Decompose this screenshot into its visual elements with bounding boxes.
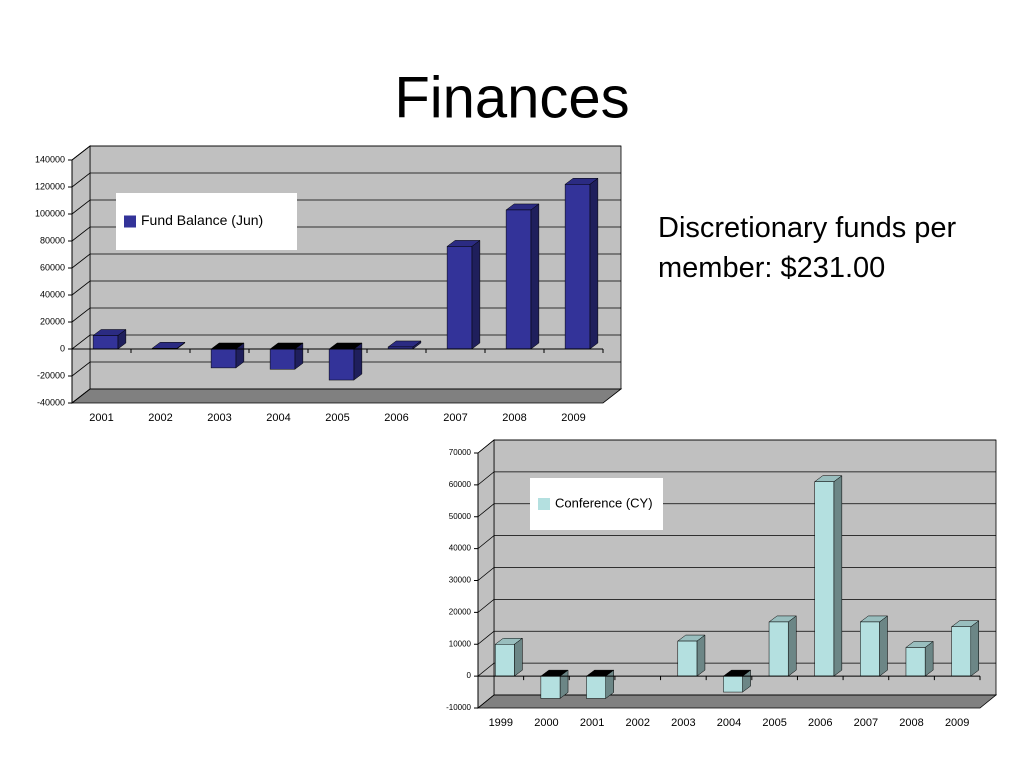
y-tick-label: 70000: [449, 448, 472, 457]
floor: [70, 388, 623, 404]
chart: -40000 -20000 0 20000 40000 60000 80000 100000 1…: [35, 145, 623, 424]
bar: [723, 675, 743, 693]
x-tick-label: 2004: [717, 717, 741, 729]
x-tick-label: 2002: [148, 412, 172, 424]
bar-side: [879, 615, 888, 677]
bar-side: [970, 620, 980, 677]
bar-side: [514, 637, 523, 677]
grid-line: [71, 226, 621, 242]
y-tick-label: 140000: [35, 154, 65, 164]
grid-line: [71, 388, 621, 404]
x-tick-label: 1999: [489, 717, 513, 729]
x-tick-label: 2005: [762, 717, 786, 729]
y-tick-label: 20000: [40, 316, 65, 326]
bar: [446, 246, 473, 350]
bar-side: [696, 634, 706, 677]
y-tick-label: 120000: [35, 181, 65, 191]
grid-line: [477, 694, 996, 709]
bar: [564, 184, 591, 350]
legend-box: [530, 478, 663, 530]
y-tick-label: 30000: [449, 576, 472, 585]
x-tick-label: 2007: [443, 412, 467, 424]
x-tick-label: 2002: [625, 717, 649, 729]
bar: [328, 348, 355, 381]
y-tick-label: -20000: [37, 370, 65, 380]
y-tick-label: 0: [467, 671, 472, 680]
bar-side: [530, 203, 540, 350]
x-tick-label: 2006: [384, 412, 408, 424]
grid-line: [477, 471, 996, 486]
x-tick-label: 2003: [207, 412, 231, 424]
y-tick-label: 40000: [449, 544, 472, 553]
grid-line: [71, 199, 621, 215]
x-tick-label: 2000: [534, 717, 558, 729]
x-tick-label: 2007: [854, 717, 878, 729]
y-tick-label: -10000: [446, 703, 471, 712]
bar: [540, 675, 561, 699]
chart: -10000 0 10000 20000 30000 40000 50000 60000 700…: [446, 439, 998, 729]
slide-title: Finances: [394, 65, 629, 130]
bar: [951, 626, 972, 677]
bar: [768, 621, 789, 677]
y-tick-label: 0: [60, 343, 65, 353]
grid-line: [71, 307, 621, 323]
x-tick-label: 2008: [899, 717, 923, 729]
x-tick-label: 2003: [671, 717, 695, 729]
legend-label: Conference (CY): [555, 495, 653, 510]
grid-line: [477, 439, 996, 454]
bar-side: [589, 177, 599, 350]
legend-box: [116, 193, 297, 250]
x-tick-label: 2001: [89, 412, 113, 424]
legend-label: Fund Balance (Jun): [141, 212, 263, 228]
legend-swatch: [124, 215, 136, 228]
y-tick-label: 100000: [35, 208, 65, 218]
bar: [92, 335, 119, 350]
y-tick-label: 50000: [449, 512, 472, 521]
y-tick-label: 40000: [40, 289, 65, 299]
x-tick-label: 2001: [580, 717, 604, 729]
bar: [860, 621, 880, 677]
x-tick-label: 2008: [502, 412, 526, 424]
bar: [494, 644, 515, 677]
bar: [586, 675, 606, 699]
grid-line: [71, 172, 621, 188]
bar-side: [833, 475, 843, 677]
x-tick-label: 2004: [266, 412, 290, 424]
legend-swatch: [538, 498, 550, 510]
grid-line: [71, 145, 621, 161]
grid-line: [71, 280, 621, 296]
x-tick-label: 2006: [808, 717, 832, 729]
bar: [505, 209, 532, 350]
grid-line: [71, 361, 621, 377]
y-tick-label: 60000: [449, 480, 472, 489]
bar-side: [471, 239, 481, 350]
x-tick-label: 2005: [325, 412, 349, 424]
y-tick-label: 20000: [449, 607, 472, 616]
grid-line: [71, 334, 621, 350]
y-tick-label: 60000: [40, 262, 65, 272]
grid-line: [71, 253, 621, 269]
y-tick-label: 10000: [449, 639, 472, 648]
x-tick-label: 2009: [945, 717, 969, 729]
bar: [677, 640, 698, 677]
bar: [269, 348, 296, 370]
bar: [210, 348, 237, 369]
y-tick-label: -40000: [37, 397, 65, 407]
note: Discretionary funds per member: $231.00: [658, 212, 957, 284]
bar-side: [787, 615, 797, 677]
bar: [814, 481, 835, 677]
bar: [905, 647, 926, 677]
x-tick-label: 2009: [561, 412, 585, 424]
y-tick-label: 80000: [40, 235, 65, 245]
